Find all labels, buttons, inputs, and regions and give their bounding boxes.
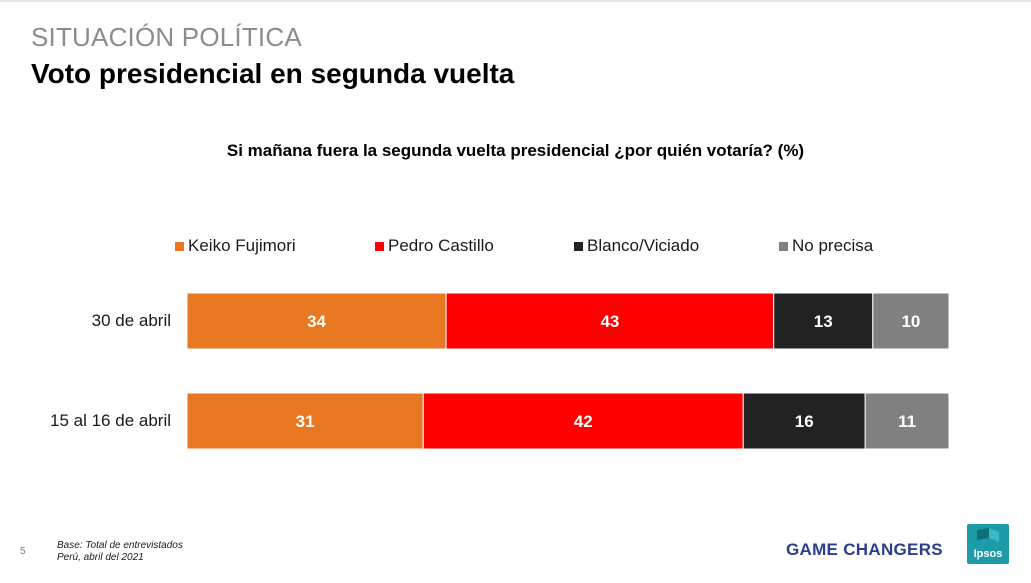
legend-label: No precisa [792,236,874,255]
data-label-2-4: 11 [898,412,916,431]
category-label-15-16-abril: 15 al 16 de abril [50,411,171,430]
legend-item-keiko-fujimori: Keiko Fujimori [175,236,296,256]
legend-item-blanco-viciado: Blanco/Viciado [574,236,699,256]
legend-label: Blanco/Viciado [587,236,700,255]
section-title: SITUACIÓN POLÍTICA [31,22,302,52]
data-label-2-3: 16 [795,412,814,431]
bar-segment-1-4 [872,292,950,350]
legend-swatch [574,241,583,251]
bar-segment-2-3 [742,392,866,450]
bar-segment-1-3 [773,292,874,350]
data-label-2-2: 42 [574,412,593,431]
bar-segment-2-1 [186,392,424,450]
legend-label: Pedro Castillo [388,236,494,255]
bar-segment-1-2 [445,292,775,350]
ipsos-logo-text: Ipsos [974,548,1003,560]
game-changers-tagline: GAME CHANGERS [786,540,943,559]
chart-title: Si mañana fuera la segunda vuelta presid… [226,141,805,160]
top-divider [0,0,1031,2]
data-label-1-2: 43 [600,312,619,331]
bar-segment-2-2 [422,392,744,450]
legend-label: Keiko Fujimori [188,236,296,255]
category-label-30-abril: 30 de abril [91,311,171,330]
data-label-2-1: 31 [296,412,315,431]
data-label-1-4: 10 [901,312,920,331]
base-note-line-1: Base: Total de entrevistados [57,540,183,551]
data-label-1-1: 34 [307,312,326,331]
data-label-1-3: 13 [814,312,833,331]
page-number: 5 [20,546,26,557]
ipsos-logo: Ipsos [967,524,1009,564]
legend-swatch [375,241,384,251]
bar-segment-2-4 [864,392,950,450]
base-note-line-2: Perú, abril del 2021 [57,552,144,563]
base-note: Base: Total de entrevistados Perú, abril… [57,540,183,564]
legend-swatch [779,241,788,251]
legend-item-no-precisa: No precisa [779,236,873,256]
page-title: Voto presidencial en segunda vuelta [31,58,515,89]
legend-swatch [175,241,184,251]
legend-item-pedro-castillo: Pedro Castillo [375,236,494,256]
